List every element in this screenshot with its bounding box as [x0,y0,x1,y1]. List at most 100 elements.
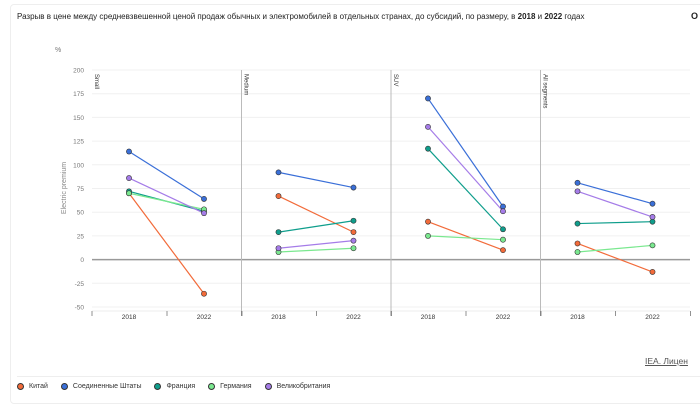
y-tick-label: 150 [73,115,84,122]
series-line [427,148,504,230]
options-button[interactable]: O [691,11,699,21]
series-line [278,195,354,233]
y-tick-label: 200 [73,68,84,75]
y-tick-label: 175 [73,91,84,98]
y-tick-label: 125 [73,139,84,146]
data-point [201,196,207,202]
data-point [275,229,282,236]
x-tick-label: 2022 [645,314,660,321]
y-tick-label: 75 [77,186,85,193]
y-axis-label: Electric premium [61,162,68,214]
data-point [574,220,581,227]
legend-dot-icon [60,383,68,390]
data-point [649,218,656,225]
data-point [275,169,282,176]
data-point [201,210,207,217]
series-line [128,192,205,295]
data-point [574,249,581,255]
data-point [350,245,357,252]
series-line [278,240,354,249]
x-tick-label: 2018 [570,314,585,321]
series-line [128,151,205,200]
series-line [278,171,354,189]
data-point [425,123,431,130]
data-point [201,290,207,297]
y-tick-label: -25 [75,281,85,288]
title-year2: 2022 [544,12,563,21]
legend-dot-icon [17,383,24,390]
legend-item[interactable]: Соединенные Штаты [60,383,142,390]
data-point [425,95,431,102]
series-line [278,220,354,233]
series-line [577,190,653,218]
series-line [128,177,205,214]
y-tick-label: 50 [77,210,85,217]
legend-item[interactable]: Китай [17,383,48,390]
series-line [427,221,504,251]
data-point [649,200,656,207]
divider [17,376,700,377]
data-point [350,217,357,224]
data-point [350,229,357,236]
panel-label: Medium [243,74,249,95]
data-point [649,269,656,275]
license-link[interactable]: IEA. Лицен [645,356,688,366]
series-line [577,244,653,253]
data-point [126,148,132,155]
y-unit-label: % [55,47,61,54]
data-point [425,145,431,152]
series-line [577,221,653,225]
x-tick-label: 2022 [197,314,212,321]
legend-item[interactable]: Франция [154,383,195,390]
data-point [500,247,506,254]
panel-label: All segments [542,74,548,108]
title-suffix: годах [562,12,585,21]
series-line [278,247,354,253]
legend-label: Китай [29,383,48,390]
data-point [500,203,506,210]
data-point [574,188,581,195]
data-point [350,184,357,191]
data-point [126,175,132,181]
legend-label: Германия [220,383,252,390]
x-tick-label: 2018 [122,314,137,321]
x-tick-label: 2018 [271,314,286,321]
series-line [427,235,504,241]
x-tick-label: 2018 [421,314,436,321]
y-tick-label: 100 [73,162,84,169]
legend-dot-icon [264,383,272,390]
legend-dot-icon [154,383,162,390]
data-point [574,240,581,247]
data-point [275,193,282,199]
data-point [500,236,506,243]
series-line [577,242,653,273]
series-line [427,126,504,212]
title-year1: 2018 [517,12,536,21]
data-point [425,232,431,239]
panel-label: Small [93,74,99,89]
data-point [500,226,506,233]
data-point [649,214,656,220]
data-point [425,218,431,225]
x-tick-label: 2022 [346,314,361,321]
title-text: Разрыв в цене между средневзвешенной цен… [17,12,518,21]
legend-label: Соединенные Штаты [72,383,142,390]
x-tick-label: 2022 [496,314,511,321]
legend-dot-icon [208,383,216,390]
series-line [577,182,653,205]
legend-label: Великобритания [276,383,331,390]
legend-item[interactable]: Германия [208,383,252,390]
y-tick-label: -50 [75,305,85,312]
data-point [649,242,656,249]
y-tick-label: 0 [80,257,84,264]
data-point [126,190,132,197]
series-line [427,98,504,207]
panel-label: SUV [392,74,398,86]
y-tick-label: 25 [77,233,85,240]
legend-label: Франция [166,383,196,390]
data-point [350,237,357,244]
chart-title: Разрыв в цене между средневзвешенной цен… [17,12,585,21]
legend: Китай Соединенные Штаты Франция Германия Вел… [17,383,330,390]
legend-item[interactable]: Великобритания [264,383,331,390]
